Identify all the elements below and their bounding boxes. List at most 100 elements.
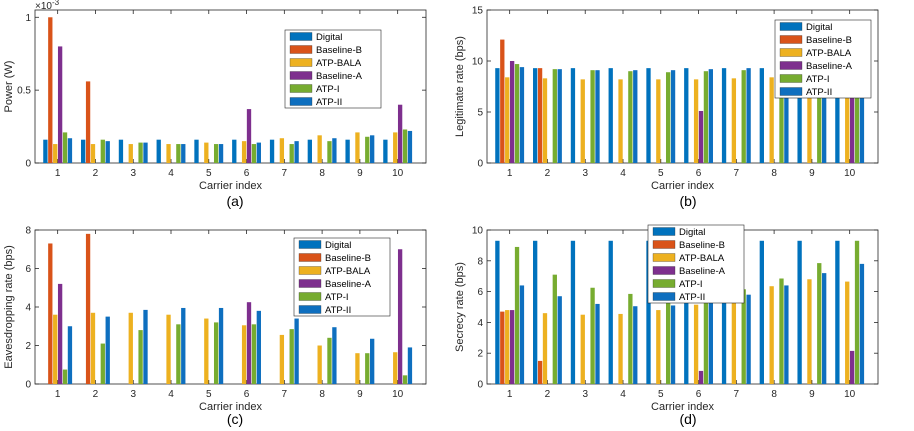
bar-digital-2 bbox=[533, 68, 538, 163]
x-axis-label: Carrier index bbox=[651, 180, 714, 192]
x-tick-label: 5 bbox=[206, 168, 212, 179]
bar-baseline-a-1 bbox=[509, 310, 515, 384]
legend-entry: Baseline-B bbox=[679, 240, 725, 251]
bar-atp-i-5 bbox=[665, 72, 671, 163]
legend-swatch bbox=[652, 227, 676, 236]
x-tick-label: 5 bbox=[658, 389, 664, 400]
bar-baseline-b-1 bbox=[500, 39, 505, 163]
bar-atp-bala-3 bbox=[580, 79, 585, 163]
bar-baseline-a-6 bbox=[698, 370, 704, 384]
y-tick-label: 5 bbox=[477, 108, 483, 119]
bar-baseline-b-2 bbox=[537, 360, 543, 384]
y-tick-label: 0 bbox=[477, 380, 483, 391]
bar-atp-ii-8 bbox=[784, 67, 789, 163]
x-tick-label: 5 bbox=[206, 389, 212, 400]
bar-digital-7 bbox=[721, 240, 727, 384]
legend-entry: Baseline-B bbox=[316, 45, 362, 56]
bar-digital-3 bbox=[118, 139, 124, 163]
bar-atp-bala-2 bbox=[90, 144, 96, 163]
x-tick-label: 9 bbox=[809, 168, 815, 179]
legend-box bbox=[284, 29, 382, 109]
bar-atp-bala-8 bbox=[769, 77, 774, 163]
x-tick-label: 8 bbox=[319, 168, 325, 179]
legend-swatch bbox=[652, 253, 676, 262]
bar-atp-ii-1 bbox=[67, 326, 73, 384]
bar-digital-4 bbox=[608, 68, 613, 163]
bar-digital-8 bbox=[759, 68, 764, 163]
legend-swatch bbox=[779, 35, 803, 44]
bar-digital-2 bbox=[533, 240, 538, 384]
bar-atp-ii-4 bbox=[181, 307, 186, 384]
bar-atp-ii-6 bbox=[256, 310, 261, 384]
bar-atp-bala-8 bbox=[317, 345, 322, 384]
bar-atp-bala-10 bbox=[845, 75, 850, 163]
x-tick-label: 3 bbox=[130, 389, 136, 400]
bar-digital-5 bbox=[646, 68, 651, 163]
x-tick-label: 3 bbox=[130, 168, 136, 179]
legend-swatch bbox=[779, 22, 803, 31]
x-tick-label: 6 bbox=[696, 168, 702, 179]
bar-atp-bala-3 bbox=[580, 314, 585, 384]
x-tick-label: 4 bbox=[620, 168, 626, 179]
legend-swatch bbox=[779, 61, 803, 70]
bar-atp-ii-10 bbox=[859, 263, 865, 384]
bar-baseline-a-10 bbox=[849, 350, 855, 384]
bar-digital-6 bbox=[684, 68, 689, 163]
legend-entry: Digital bbox=[679, 227, 705, 238]
bar-atp-bala-10 bbox=[393, 132, 398, 163]
bar-atp-i-6 bbox=[251, 324, 257, 384]
bar-atp-bala-9 bbox=[807, 76, 812, 163]
legend-swatch bbox=[779, 74, 803, 83]
bar-atp-i-3 bbox=[138, 330, 143, 384]
y-tick-label: 1 bbox=[25, 13, 31, 24]
legend-swatch bbox=[298, 240, 322, 249]
bar-digital-6 bbox=[232, 139, 237, 163]
bar-atp-ii-3 bbox=[595, 303, 600, 384]
bar-digital-7 bbox=[269, 139, 275, 163]
legend-entry: ATP-II bbox=[316, 97, 342, 108]
x-tick-label: 2 bbox=[93, 389, 99, 400]
bar-atp-ii-7 bbox=[746, 294, 751, 384]
bar-digital-8 bbox=[307, 139, 312, 163]
bar-atp-bala-9 bbox=[807, 279, 812, 384]
bar-baseline-a-1 bbox=[509, 61, 515, 163]
y-tick-label: 8 bbox=[477, 256, 483, 267]
x-tick-label: 7 bbox=[734, 168, 740, 179]
bar-atp-bala-6 bbox=[241, 141, 247, 163]
bar-atp-ii-3 bbox=[595, 70, 600, 163]
legend-swatch bbox=[298, 279, 322, 288]
legend-swatch bbox=[298, 305, 322, 314]
y-tick-label: 0.5 bbox=[17, 86, 31, 97]
bar-atp-bala-4 bbox=[618, 79, 623, 163]
bar-digital-4 bbox=[156, 139, 161, 163]
legend-entry: Baseline-A bbox=[679, 266, 726, 277]
bar-atp-i-10 bbox=[854, 240, 860, 384]
bar-atp-ii-1 bbox=[519, 67, 525, 163]
bar-atp-i-3 bbox=[138, 142, 143, 163]
legend-entry: Baseline-B bbox=[325, 253, 371, 264]
legend-entry: Digital bbox=[806, 22, 832, 33]
bar-atp-i-5 bbox=[213, 322, 219, 384]
y-tick-label: 6 bbox=[477, 287, 483, 298]
bar-atp-i-9 bbox=[365, 353, 370, 384]
bar-atp-i-4 bbox=[628, 293, 633, 384]
bar-baseline-b-1 bbox=[48, 243, 53, 384]
bar-atp-i-7 bbox=[741, 70, 746, 163]
x-tick-label: 4 bbox=[168, 389, 174, 400]
bar-atp-ii-9 bbox=[822, 66, 827, 163]
bar-atp-ii-8 bbox=[784, 285, 789, 384]
bar-atp-bala-3 bbox=[128, 312, 133, 384]
bar-atp-bala-6 bbox=[241, 325, 247, 384]
x-axis-label: Carrier index bbox=[199, 180, 262, 192]
bar-atp-ii-5 bbox=[670, 70, 676, 163]
x-tick-label: 9 bbox=[357, 389, 363, 400]
bar-atp-bala-7 bbox=[279, 138, 285, 163]
legend-swatch bbox=[652, 266, 676, 275]
y-tick-label: 0 bbox=[477, 159, 483, 170]
bar-atp-bala-2 bbox=[542, 78, 548, 163]
bar-atp-i-7 bbox=[289, 144, 294, 163]
y-tick-label: 6 bbox=[25, 264, 31, 275]
bar-atp-ii-5 bbox=[218, 144, 224, 163]
bar-atp-ii-10 bbox=[407, 130, 413, 163]
